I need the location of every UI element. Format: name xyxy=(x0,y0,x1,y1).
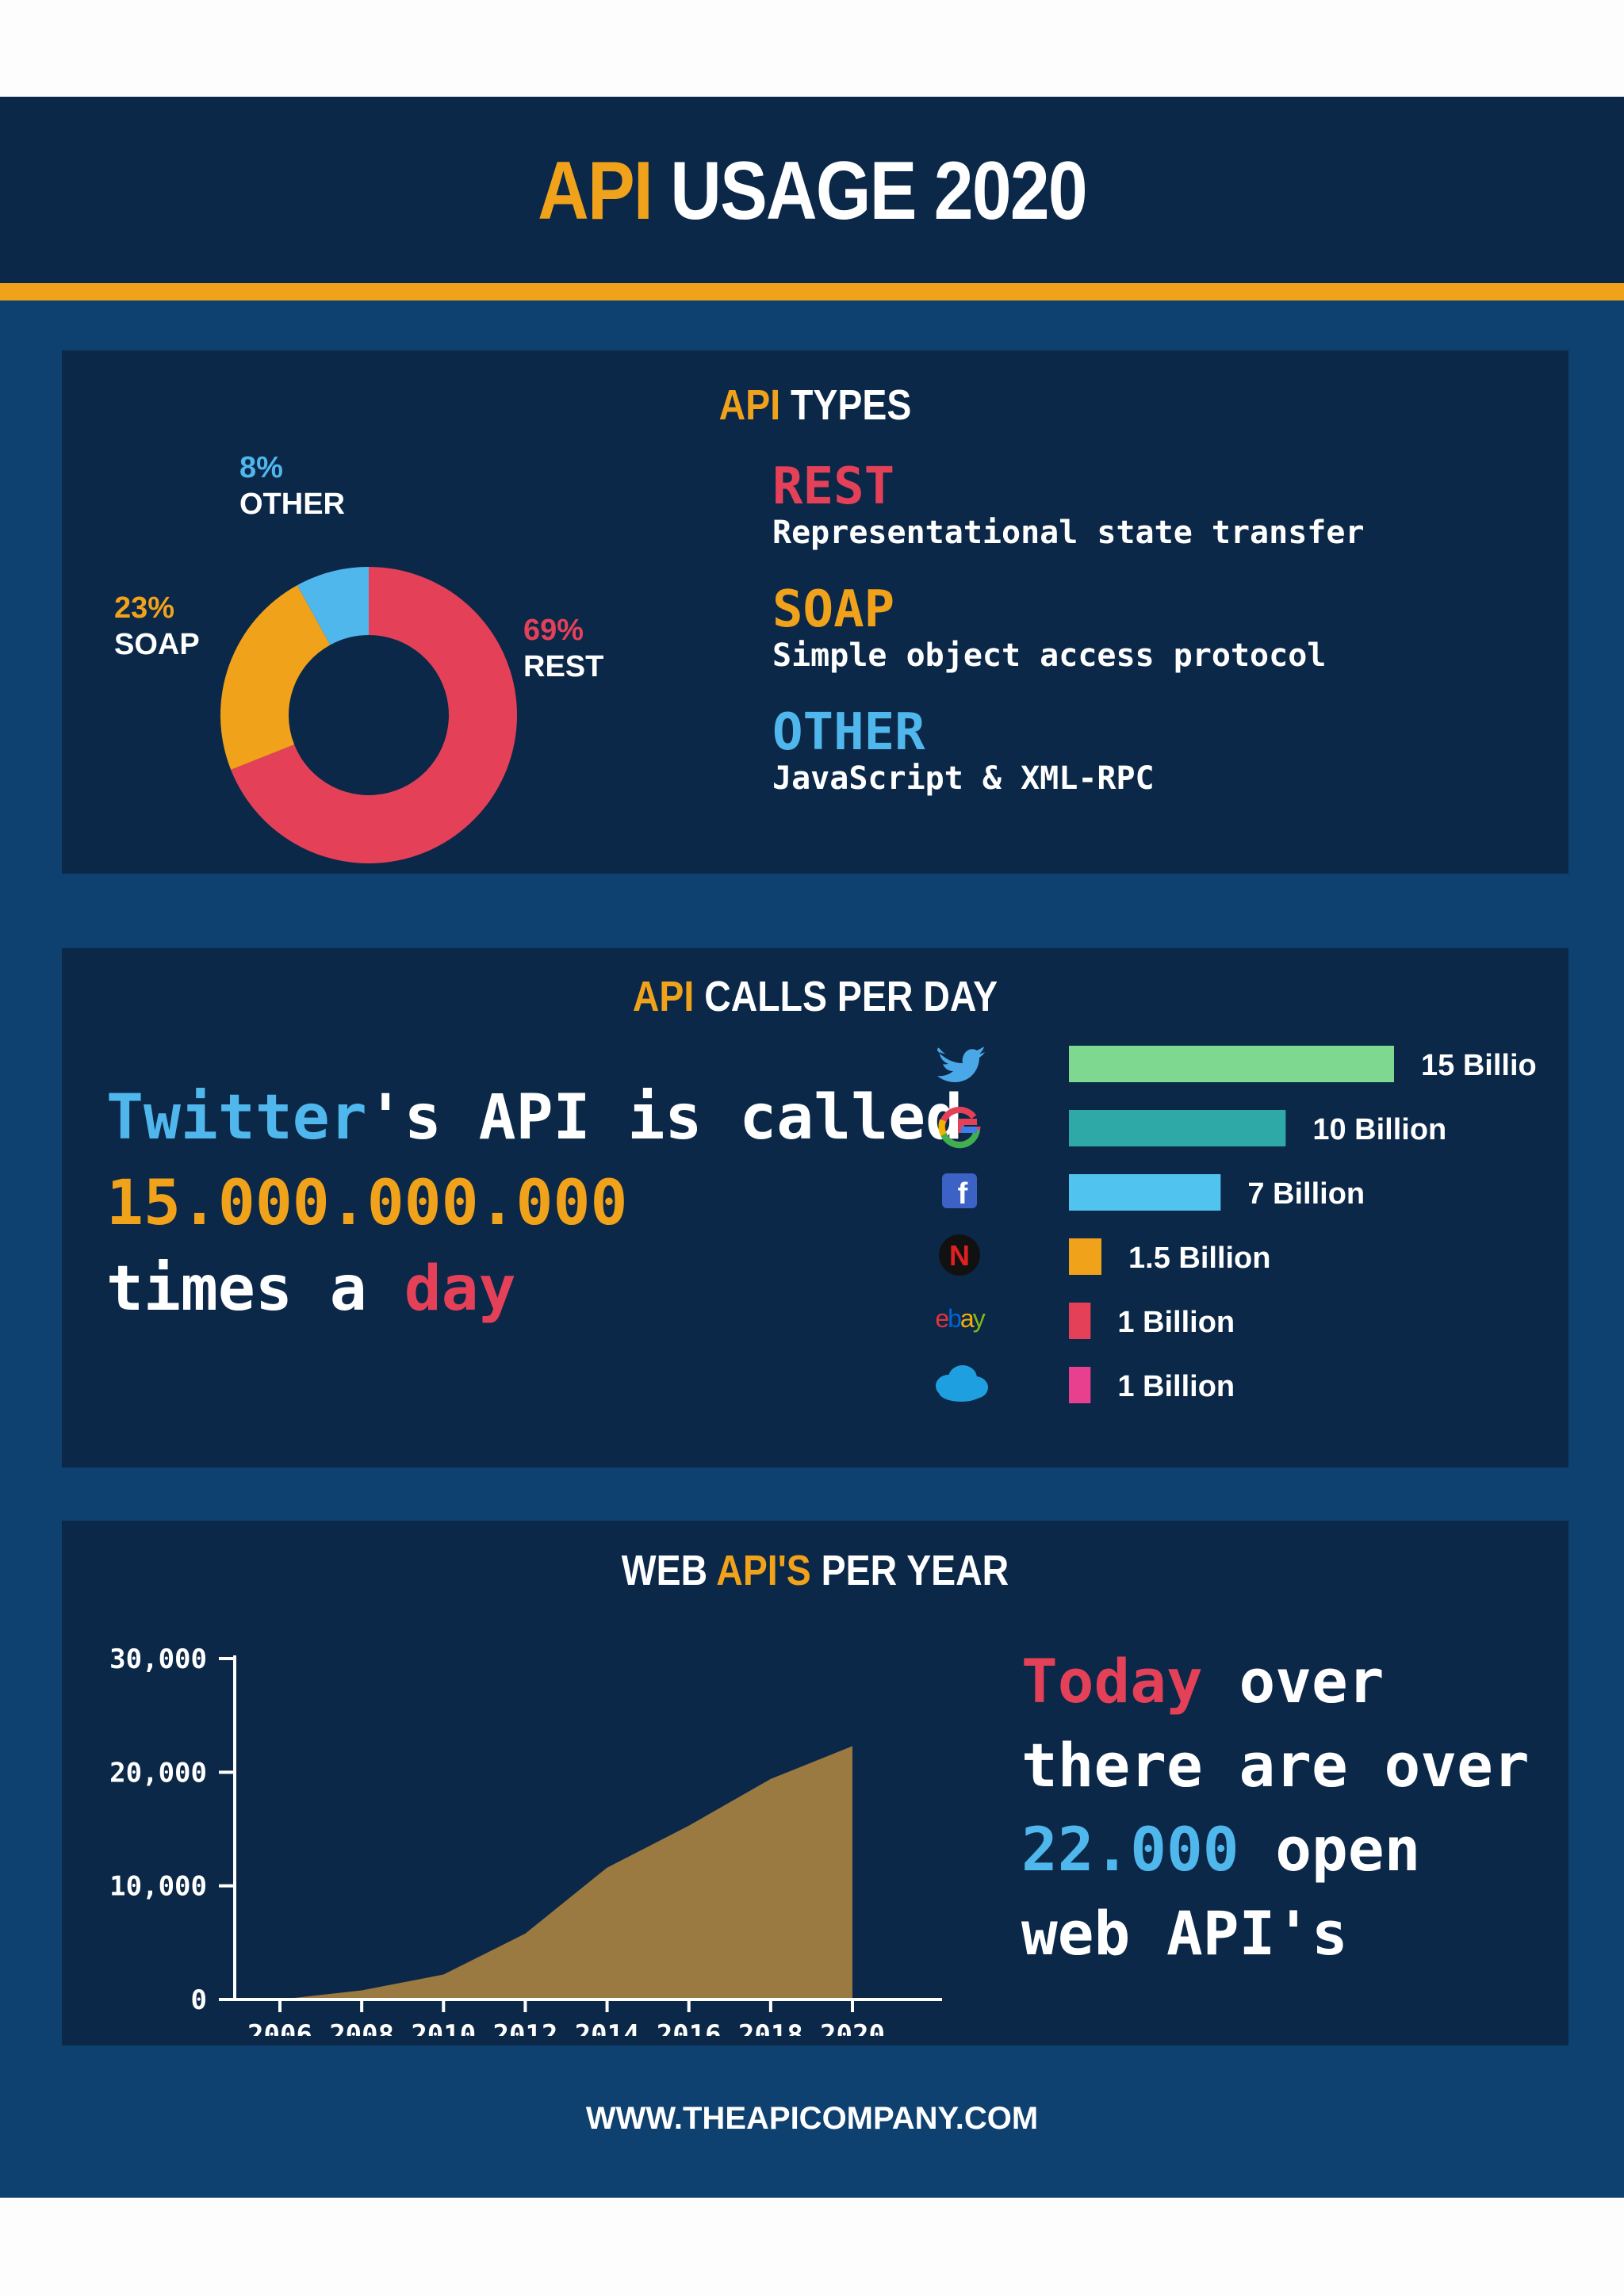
type-definitions: REST Representational state transfer SOA… xyxy=(772,461,1365,830)
other-name: OTHER xyxy=(239,488,345,521)
infographic: API USAGE 2020 API TYPES 8% OTHER 23% SOAP… xyxy=(0,97,1624,2198)
type-rest-desc: Representational state transfer xyxy=(772,515,1365,551)
type-rest-name: REST xyxy=(772,457,895,516)
web-count: 22.000 xyxy=(1021,1814,1239,1885)
api-calls-title-accent: API xyxy=(632,973,695,1020)
web-apis-title-a: WEB xyxy=(621,1547,708,1594)
y-tick-label: 20,000 xyxy=(109,1757,207,1789)
web-line-3-rest: open xyxy=(1239,1814,1421,1885)
calls-statement: Twitter's API is called 15.000.000.000 t… xyxy=(106,1075,963,1332)
svg-text:N: N xyxy=(949,1239,970,1272)
type-rest: REST Representational state transfer xyxy=(772,461,1365,584)
page-title: API USAGE 2020 xyxy=(113,144,1510,239)
bar-label-salesforce: 1 Billion xyxy=(1117,1370,1235,1403)
x-tick-label: 2008 xyxy=(329,2019,394,2036)
bar-label-facebook: 7 Billion xyxy=(1247,1177,1365,1211)
rest-name: REST xyxy=(523,650,604,683)
bar-twitter xyxy=(1069,1046,1394,1082)
x-tick-label: 2014 xyxy=(575,2019,640,2036)
api-calls-title-rest: CALLS PER DAY xyxy=(704,973,998,1020)
donut-chart xyxy=(220,567,517,863)
netflix-icon: N xyxy=(939,1234,980,1276)
title-accent: API xyxy=(538,145,653,237)
web-apis-statement: Today over there are over 22.000 open we… xyxy=(1021,1640,1530,1976)
twitter-icon xyxy=(937,1047,985,1082)
y-tick-label: 30,000 xyxy=(109,1644,207,1675)
salesforce-icon xyxy=(936,1365,988,1402)
web-apis-panel: WEB API'S PER YEAR 0 10,000 20,000 30,000 20… xyxy=(62,1521,1568,2045)
soap-label: 23% SOAP xyxy=(114,590,200,663)
bar-ebay xyxy=(1069,1303,1091,1339)
web-line-1-rest: over xyxy=(1202,1646,1385,1716)
type-soap: SOAP Simple object access protocol xyxy=(772,584,1365,707)
calls-line-3-start: times a xyxy=(106,1253,404,1325)
area-chart: 0 10,000 20,000 30,000 2006 2008 2010 2012 2014 2… xyxy=(109,1644,942,2036)
x-tick-label: 2016 xyxy=(657,2019,722,2036)
bar-label-netflix: 1.5 Billion xyxy=(1128,1242,1270,1275)
donut-slice-rest xyxy=(231,567,517,863)
api-types-title-accent: API xyxy=(718,381,781,429)
donut-slice-soap xyxy=(220,585,331,770)
calls-line-1-rest: 's API is called xyxy=(366,1082,963,1154)
api-types-title: API TYPES xyxy=(167,381,1463,430)
calls-line-1: Twitter's API is called xyxy=(106,1075,963,1161)
soap-name: SOAP xyxy=(114,628,200,661)
api-calls-title: API CALLS PER DAY xyxy=(167,972,1463,1021)
other-label: 8% OTHER xyxy=(239,450,345,522)
bar-salesforce xyxy=(1069,1367,1091,1403)
web-line-1: Today over xyxy=(1021,1640,1530,1724)
google-icon xyxy=(938,1107,981,1149)
footer-url[interactable]: WWW.THEAPICOMPANY.COM xyxy=(585,2101,1039,2136)
rest-pct: 69% xyxy=(523,614,584,647)
bar-google xyxy=(1069,1110,1286,1146)
svg-text:f: f xyxy=(958,1177,968,1211)
header-band: API USAGE 2020 xyxy=(0,97,1624,283)
soap-pct: 23% xyxy=(114,591,175,625)
web-line-2: there are over xyxy=(1021,1730,1530,1800)
web-today-word: Today xyxy=(1021,1646,1203,1716)
calls-bar-chart: f N ebay 15 Billion 10 Billion 7 Billion 1.… xyxy=(935,1046,1537,1403)
web-apis-title-rest: PER YEAR xyxy=(821,1547,1009,1594)
bar-label-google: 10 Billion xyxy=(1312,1113,1446,1146)
api-types-panel: API TYPES 8% OTHER 23% SOAP 69% REST REST R… xyxy=(62,350,1568,874)
bar-netflix xyxy=(1069,1238,1101,1275)
title-rest: USAGE 2020 xyxy=(670,145,1087,237)
type-soap-name: SOAP xyxy=(772,580,895,639)
facebook-icon: f xyxy=(942,1173,977,1211)
accent-stripe xyxy=(0,283,1624,300)
bar-facebook xyxy=(1069,1174,1221,1211)
web-line-3: 22.000 open xyxy=(1021,1808,1530,1892)
calls-twitter-word: Twitter xyxy=(106,1082,367,1154)
y-tick-label: 0 xyxy=(191,1984,207,2016)
type-other-desc: JavaScript & XML-RPC xyxy=(772,760,1155,797)
bar-label-ebay: 1 Billion xyxy=(1117,1306,1235,1339)
calls-number: 15.000.000.000 xyxy=(106,1168,628,1239)
x-tick-label: 2018 xyxy=(738,2019,803,2036)
type-other: OTHER JavaScript & XML-RPC xyxy=(772,707,1365,830)
x-tick-label: 2010 xyxy=(411,2019,476,2036)
svg-text:ebay: ebay xyxy=(935,1304,985,1333)
calls-line-3: times a day xyxy=(106,1246,963,1332)
y-tick-label: 10,000 xyxy=(109,1871,207,1903)
type-soap-desc: Simple object access protocol xyxy=(772,637,1327,674)
x-tick-label: 2012 xyxy=(492,2019,557,2036)
web-line-4: web API's xyxy=(1021,1898,1348,1969)
web-apis-title-accent: API'S xyxy=(716,1547,811,1594)
ebay-icon: ebay xyxy=(935,1304,986,1333)
donut-slice-other xyxy=(297,567,369,645)
rest-label: 69% REST xyxy=(523,612,603,685)
calls-day-word: day xyxy=(404,1253,516,1325)
bar-label-twitter: 15 Billion xyxy=(1421,1049,1537,1082)
api-calls-panel: API CALLS PER DAY Twitter's API is calle… xyxy=(62,948,1568,1468)
x-tick-label: 2006 xyxy=(247,2019,312,2036)
web-apis-title: WEB API'S PER YEAR xyxy=(167,1546,1463,1595)
area-series xyxy=(280,1746,852,1999)
type-other-name: OTHER xyxy=(772,703,925,762)
other-pct: 8% xyxy=(239,451,283,484)
api-types-title-rest: TYPES xyxy=(791,381,912,429)
x-tick-label: 2020 xyxy=(820,2019,885,2036)
